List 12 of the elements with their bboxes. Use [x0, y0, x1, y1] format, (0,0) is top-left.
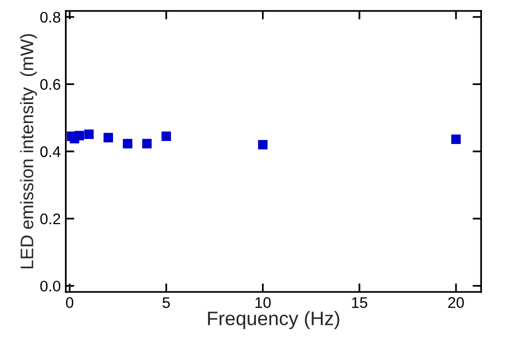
- x-axis-title: Frequency (Hz): [208, 311, 340, 330]
- x-tick-label: 5: [162, 297, 170, 308]
- x-tick-label: 20: [448, 297, 464, 308]
- x-tick-label: 15: [352, 297, 368, 308]
- y-tick-label: 0.8: [40, 12, 60, 23]
- y-tick-label: 0.0: [40, 280, 60, 292]
- y-tick-label: 0.2: [40, 213, 60, 224]
- y-tick-label: 0.6: [40, 79, 60, 90]
- x-tick-label: 10: [255, 297, 271, 308]
- y-tick-label: 0.4: [40, 146, 60, 158]
- y-axis-title: LED emission intensity (mW): [20, 34, 37, 268]
- x-tick-label: 0: [66, 297, 74, 308]
